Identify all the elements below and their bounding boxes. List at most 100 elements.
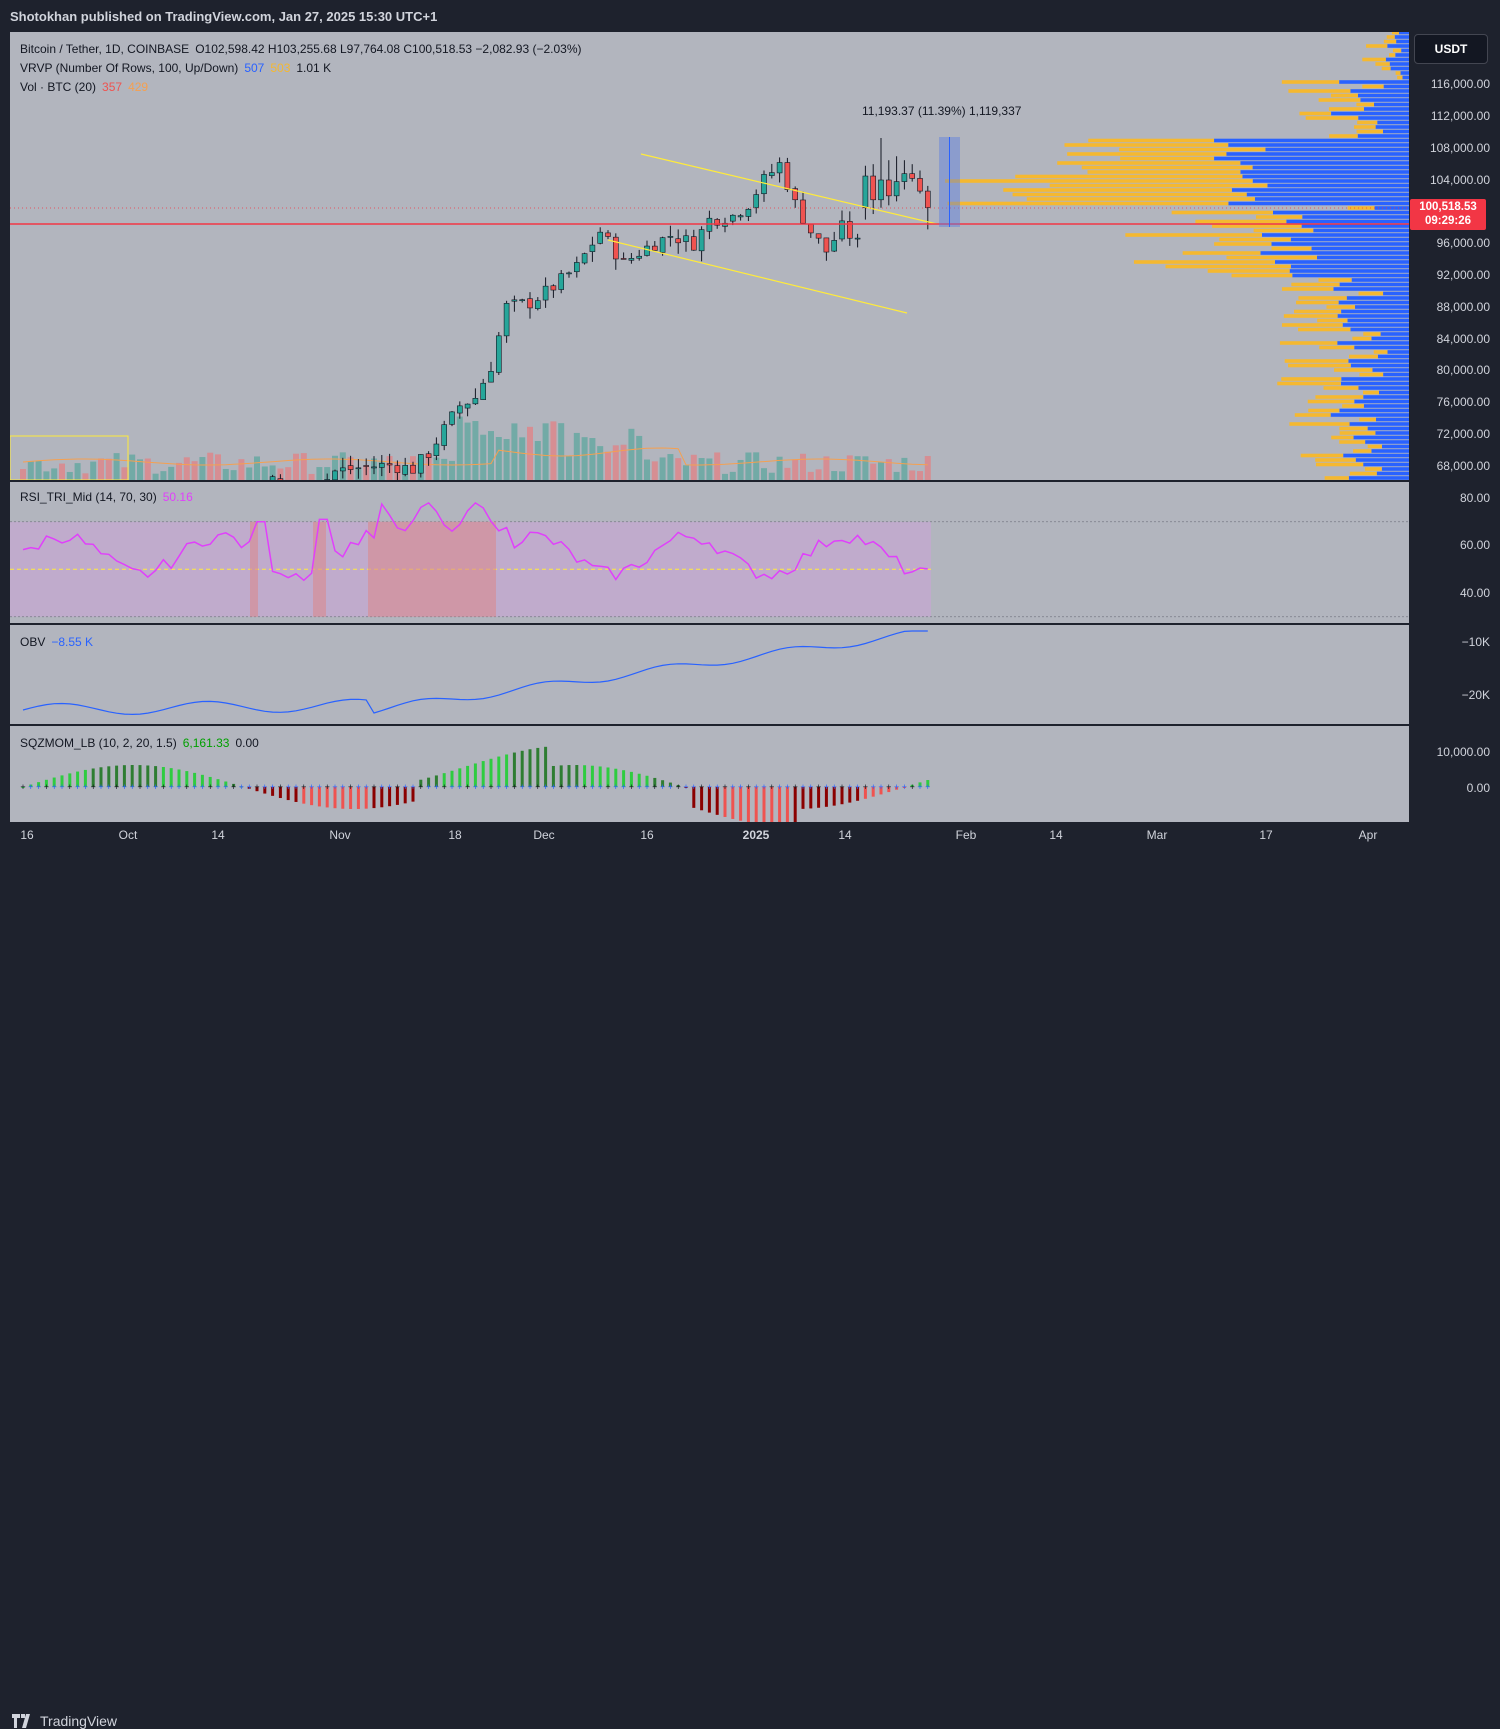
volume-profile-down-bar xyxy=(1057,161,1240,165)
volume-profile-up-bar xyxy=(1312,247,1409,251)
volume-bar xyxy=(441,459,447,480)
volume-profile-down-bar xyxy=(1082,166,1253,170)
volume-bar xyxy=(184,457,190,480)
volume-bar xyxy=(316,467,322,480)
squeeze-dot: + xyxy=(169,782,174,792)
price-tick-label: 76,000.00 xyxy=(1437,395,1490,409)
squeeze-dot: + xyxy=(598,782,603,792)
volume-bar xyxy=(605,452,611,480)
time-tick-label: 2025 xyxy=(743,828,770,842)
volume-profile-up-bar xyxy=(1337,341,1409,345)
candle-body xyxy=(364,465,369,466)
volume-profile-up-bar xyxy=(1358,94,1409,98)
volume-profile-up-bar xyxy=(1247,193,1409,197)
brand-name: TradingView xyxy=(40,1713,117,1729)
rsi-tick-label: 60.00 xyxy=(1460,538,1490,552)
rsi-pane[interactable]: RSI_TRI_Mid (14, 70, 30)50.16 xyxy=(10,482,1409,623)
volume-bar xyxy=(667,454,673,480)
volume-profile-up-bar xyxy=(1364,107,1409,111)
volume-profile-up-bar xyxy=(1338,314,1409,318)
volume-profile-down-bar xyxy=(1366,44,1387,48)
sqz-label[interactable]: SQZMOM_LB (10, 2, 20, 1.5) xyxy=(20,736,177,750)
volume-bar xyxy=(597,446,603,480)
volume-profile-up-bar xyxy=(1240,170,1409,174)
price-tick-label: 104,000.00 xyxy=(1430,173,1490,187)
symbol-label[interactable]: Bitcoin / Tether, 1D, COINBASE xyxy=(20,42,189,56)
volume-profile-down-bar xyxy=(1308,400,1354,404)
candle-body xyxy=(590,245,595,252)
squeeze-dot: + xyxy=(637,782,642,792)
vrvp-down-value: 503 xyxy=(270,61,290,75)
volume-profile-down-bar xyxy=(1389,53,1395,57)
volume-profile-down-bar xyxy=(1277,382,1341,386)
candle-body xyxy=(411,465,416,473)
volume-profile-up-bar xyxy=(1363,463,1409,467)
squeeze-dot: + xyxy=(551,782,556,792)
squeeze-dot: + xyxy=(691,782,696,792)
volume-bar xyxy=(293,454,299,480)
volume-profile-down-bar xyxy=(1340,431,1376,435)
candle-body xyxy=(528,299,533,308)
volume-bar xyxy=(129,455,135,480)
squeeze-dot: + xyxy=(192,782,197,792)
volume-bar xyxy=(769,473,775,480)
volume-profile-up-bar xyxy=(1265,148,1409,152)
volume-profile-down-bar xyxy=(1288,364,1351,368)
volume-profile-down-bar xyxy=(1256,215,1302,219)
volume-profile-down-bar xyxy=(1362,58,1386,62)
squeeze-dot: + xyxy=(20,782,25,792)
tradingview-brand[interactable]: TradingView xyxy=(12,1713,117,1729)
volume-profile-up-bar xyxy=(1351,364,1409,368)
currency-button[interactable]: USDT xyxy=(1414,34,1488,64)
price-tick-label: 96,000.00 xyxy=(1437,236,1490,250)
tradingview-logo-icon xyxy=(12,1714,34,1728)
volume-bar xyxy=(878,462,884,480)
volume-label[interactable]: Vol · BTC (20) xyxy=(20,80,96,94)
volume-bar xyxy=(894,472,900,480)
volume-profile-up-bar xyxy=(1374,103,1409,107)
volume-profile-up-bar xyxy=(1399,32,1409,34)
obv-tick-label: −10K xyxy=(1462,635,1490,649)
squeeze-dot: + xyxy=(418,782,423,792)
volume-profile-down-bar xyxy=(1362,85,1383,89)
obv-label[interactable]: OBV xyxy=(20,635,45,649)
volume-profile-up-bar xyxy=(1232,188,1409,192)
volume-profile-up-bar xyxy=(1273,211,1409,215)
price-chart-svg xyxy=(10,32,1409,480)
volume-profile-up-bar xyxy=(1375,431,1409,435)
candle-body xyxy=(559,274,564,290)
obv-axis[interactable]: −10K−20K xyxy=(1410,625,1500,724)
candle-body xyxy=(660,238,665,253)
volume-profile-down-bar xyxy=(1359,292,1384,296)
volume-profile-up-bar xyxy=(1383,373,1409,377)
squeeze-dot: + xyxy=(254,782,259,792)
volume-profile-up-bar xyxy=(1334,287,1409,291)
volume-bar xyxy=(535,441,541,480)
squeeze-momentum-pane[interactable]: ++++++++++++++++++++++++++++++++++++++++… xyxy=(10,726,1409,822)
volume-profile-down-bar xyxy=(1315,395,1363,399)
squeeze-dot: + xyxy=(527,782,532,792)
squeeze-dot: + xyxy=(426,782,431,792)
volume-profile-down-bar xyxy=(1357,130,1383,134)
price-tick-label: 116,000.00 xyxy=(1431,77,1490,91)
volume-profile-down-bar xyxy=(1315,458,1356,462)
rsi-overbought-zone xyxy=(313,522,326,617)
momentum-bar xyxy=(544,747,547,787)
vrvp-label[interactable]: VRVP (Number Of Rows, 100, Up/Down) xyxy=(20,61,238,75)
squeeze-dot: + xyxy=(356,782,361,792)
squeeze-dot: + xyxy=(730,782,735,792)
volume-profile-up-bar xyxy=(1387,44,1409,48)
squeeze-dot: + xyxy=(621,782,626,792)
momentum-bar xyxy=(747,787,750,822)
volume-profile-down-bar xyxy=(1350,472,1377,476)
volume-profile-up-bar xyxy=(1377,121,1409,125)
obv-pane[interactable]: OBV−8.55 K xyxy=(10,625,1409,724)
squeeze-dot: + xyxy=(832,782,837,792)
volume-profile-up-bar xyxy=(1290,269,1409,273)
rsi-label[interactable]: RSI_TRI_Mid (14, 70, 30) xyxy=(20,490,157,504)
